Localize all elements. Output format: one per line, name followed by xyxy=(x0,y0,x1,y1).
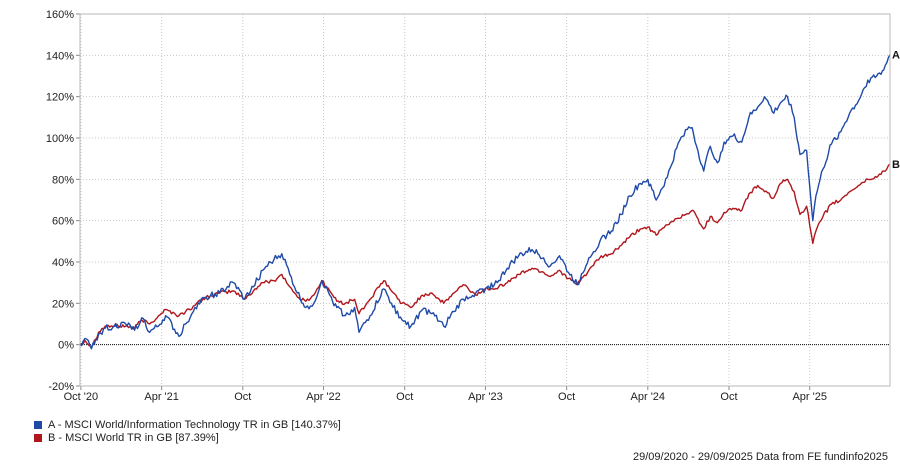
series-end-label-a: A xyxy=(892,50,900,62)
y-tick-label: 60% xyxy=(52,216,74,228)
x-tick-label: Apr '23 xyxy=(468,391,503,403)
x-tick-label: Oct xyxy=(396,391,413,403)
y-tick-label: 120% xyxy=(46,92,74,104)
y-tick-label: 160% xyxy=(46,9,74,21)
y-axis-ticks: -20% 0% 20% 40% 60% 80% 100% 120% 140% 160% xyxy=(46,9,80,393)
y-tick-label: 0% xyxy=(58,340,74,352)
x-tick-label: Apr '21 xyxy=(144,391,179,403)
y-tick-label: -20% xyxy=(48,381,74,393)
series-line-b xyxy=(79,163,891,348)
y-tick-label: 20% xyxy=(52,298,74,310)
y-tick-label: 140% xyxy=(46,50,74,62)
series-end-labels: BA xyxy=(892,50,900,171)
date-range-source-note: 29/09/2020 - 29/09/2025 Data from FE fun… xyxy=(632,451,888,463)
legend-label-a: A - MSCI World/Information Technology TR… xyxy=(48,418,341,431)
plot-frame xyxy=(79,13,891,387)
legend-label-b: B - MSCI World TR in GB [87.39%] xyxy=(48,431,219,444)
x-tick-label: Oct xyxy=(558,391,575,403)
series-lines xyxy=(79,54,891,350)
legend-swatch-b xyxy=(34,433,42,442)
legend-item-b: B - MSCI World TR in GB [87.39%] xyxy=(34,431,341,444)
legend-item-a: A - MSCI World/Information Technology TR… xyxy=(34,418,341,431)
legend: A - MSCI World/Information Technology TR… xyxy=(34,418,341,444)
x-tick-label: Oct xyxy=(720,391,737,403)
x-tick-label: Oct xyxy=(234,391,251,403)
y-tick-label: 80% xyxy=(52,174,74,186)
x-tick-label: Oct '20 xyxy=(64,391,99,403)
x-tick-label: Apr '24 xyxy=(631,391,666,403)
x-axis-ticks: Oct '20 Apr '21 Oct Apr '22 Oct Apr '23 Oct Apr… xyxy=(64,386,827,403)
gridlines xyxy=(80,13,890,387)
y-tick-label: 40% xyxy=(52,257,74,269)
x-tick-label: Apr '25 xyxy=(792,391,827,403)
x-tick-label: Apr '22 xyxy=(306,391,341,403)
series-end-label-b: B xyxy=(892,159,900,171)
y-tick-label: 100% xyxy=(46,133,74,145)
series-line-a xyxy=(79,54,891,350)
legend-swatch-a xyxy=(34,420,42,429)
